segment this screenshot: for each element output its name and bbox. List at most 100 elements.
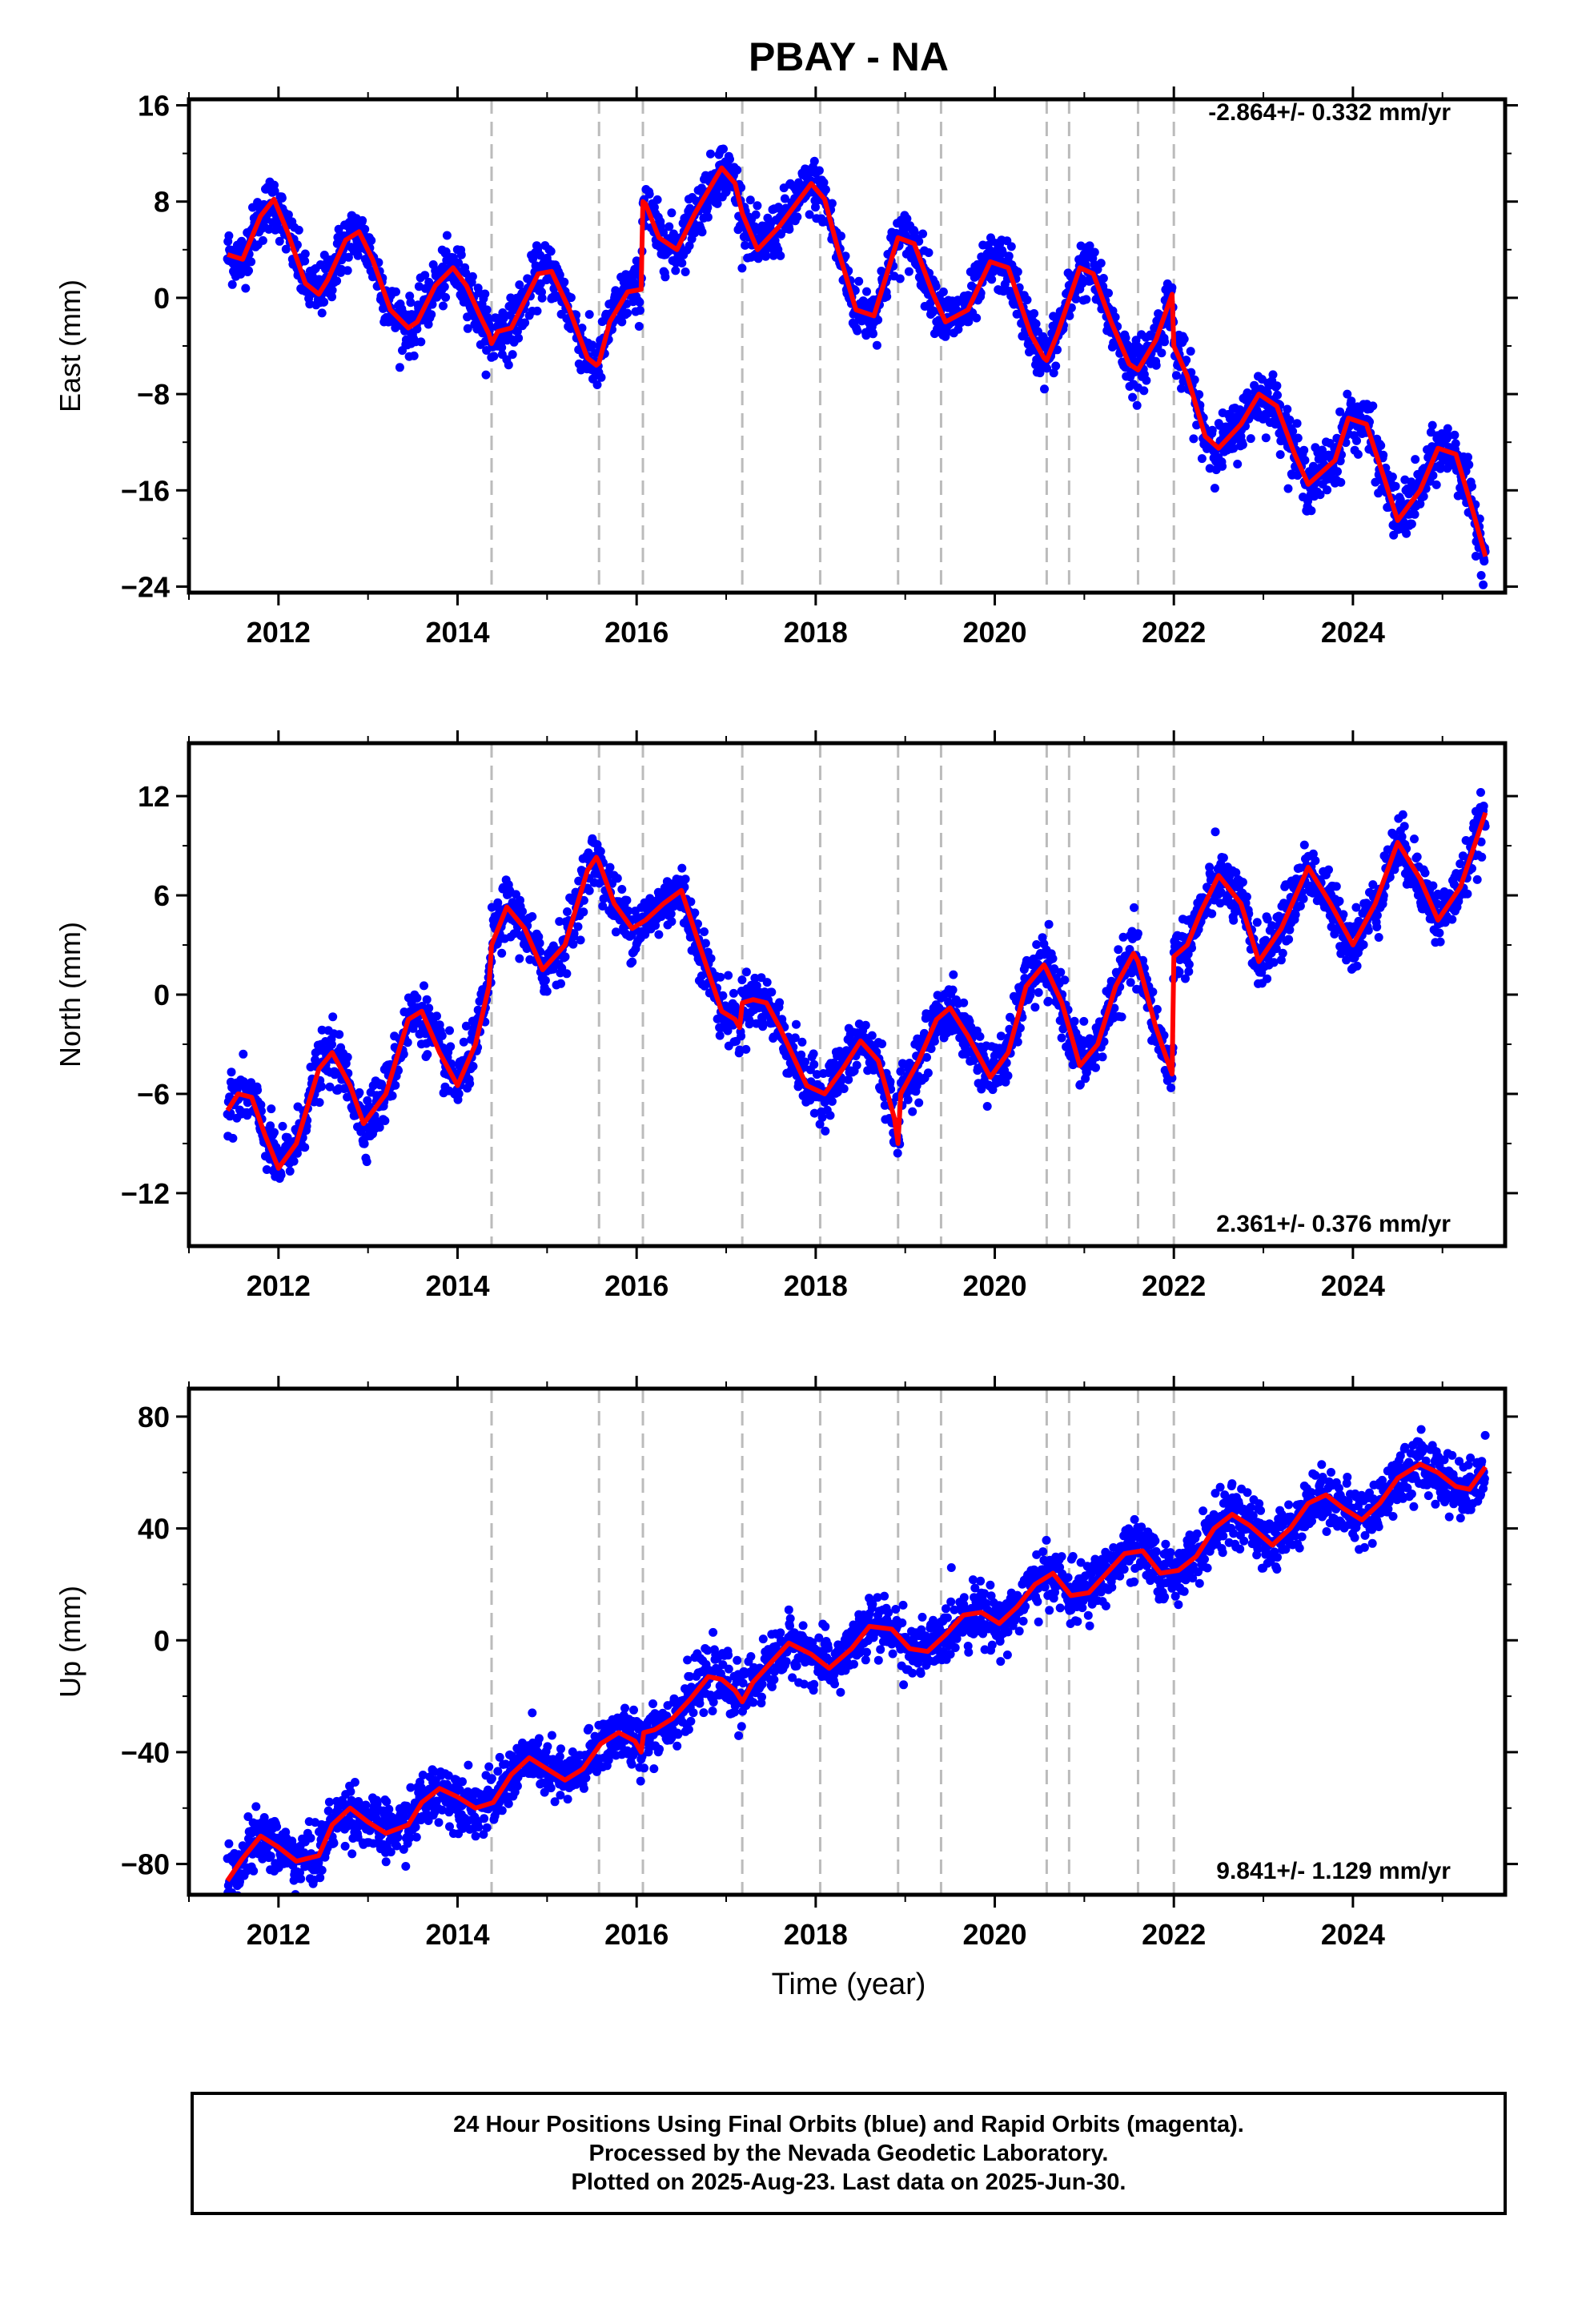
- data-point: [1121, 333, 1130, 343]
- data-point: [987, 275, 997, 284]
- data-point: [468, 271, 477, 281]
- data-point: [733, 165, 742, 175]
- data-point: [785, 224, 794, 234]
- data-point: [758, 1019, 768, 1028]
- data-point: [805, 210, 814, 219]
- data-point: [332, 276, 342, 286]
- data-point: [1174, 967, 1184, 977]
- data-point: [1419, 492, 1428, 501]
- data-point: [877, 1039, 887, 1048]
- data-point: [1044, 996, 1053, 1006]
- data-point: [1142, 376, 1151, 385]
- data-point: [1269, 958, 1279, 967]
- data-point: [1299, 894, 1308, 903]
- data-point: [1148, 987, 1158, 997]
- data-point: [508, 350, 517, 360]
- data-point: [762, 978, 772, 987]
- data-point: [1056, 967, 1066, 977]
- data-point: [568, 939, 578, 949]
- data-point: [741, 967, 751, 977]
- data-point: [1096, 259, 1106, 268]
- data-point: [1075, 1080, 1085, 1089]
- data-point: [1177, 384, 1186, 393]
- y-tick-label: −24: [121, 570, 170, 603]
- data-point: [659, 227, 668, 237]
- data-point: [1268, 370, 1278, 380]
- data-point: [1252, 918, 1262, 927]
- data-point: [1197, 454, 1207, 464]
- data-point: [540, 975, 550, 985]
- data-point: [929, 306, 938, 316]
- data-point: [275, 236, 284, 246]
- data-point: [924, 248, 934, 257]
- data-point: [1292, 419, 1302, 428]
- data-point: [566, 293, 576, 303]
- data-point: [666, 909, 676, 919]
- data-point: [1376, 440, 1386, 450]
- data-point: [895, 274, 905, 283]
- data-point: [827, 1096, 837, 1106]
- data-point: [317, 1025, 327, 1035]
- data-point: [661, 272, 670, 282]
- data-point: [635, 297, 644, 307]
- data-point: [1082, 295, 1091, 304]
- data-point: [1207, 425, 1217, 435]
- data-point: [751, 210, 761, 219]
- data-point: [281, 244, 291, 254]
- data-point: [405, 292, 415, 301]
- data-point: [1051, 361, 1061, 371]
- x-tick-label: 2012: [247, 616, 311, 649]
- data-point: [1263, 915, 1272, 924]
- data-point: [1044, 919, 1054, 929]
- data-point: [1151, 360, 1161, 370]
- data-point: [1219, 853, 1228, 862]
- data-point: [315, 1098, 324, 1108]
- data-point: [1335, 407, 1345, 416]
- data-point: [725, 155, 734, 164]
- data-point: [972, 313, 982, 323]
- data-point: [1233, 460, 1243, 468]
- data-point: [592, 380, 602, 389]
- data-point: [360, 224, 370, 234]
- data-point: [328, 1012, 338, 1022]
- data-point: [652, 195, 662, 204]
- data-point: [922, 1052, 931, 1062]
- data-point: [1182, 356, 1191, 365]
- data-point: [877, 267, 886, 275]
- data-point: [677, 863, 687, 873]
- data-point: [1476, 571, 1486, 580]
- data-point: [481, 370, 491, 380]
- data-point: [440, 282, 449, 292]
- data-point: [1006, 242, 1016, 251]
- data-point: [416, 337, 426, 347]
- data-point: [1186, 347, 1195, 356]
- data-point: [1387, 472, 1397, 481]
- data-point: [224, 231, 234, 240]
- data-point: [1368, 401, 1378, 411]
- data-point: [319, 297, 329, 307]
- data-point: [1195, 390, 1204, 400]
- data-point: [465, 1079, 475, 1088]
- data-point: [1098, 274, 1108, 283]
- data-point: [576, 935, 585, 945]
- data-point: [1464, 452, 1472, 462]
- data-point: [1050, 964, 1059, 974]
- data-point: [1283, 484, 1293, 493]
- velocity-label: -2.864+/- 0.332 mm/yr: [1208, 99, 1451, 126]
- data-point: [1053, 345, 1062, 355]
- data-point: [859, 297, 869, 307]
- data-point: [482, 305, 492, 315]
- data-point: [677, 259, 687, 267]
- data-point: [1216, 888, 1226, 897]
- data-point: [623, 308, 632, 318]
- data-point: [715, 1031, 725, 1040]
- data-point: [266, 1121, 275, 1131]
- data-point: [536, 251, 545, 260]
- data-point: [1030, 1003, 1040, 1012]
- data-point: [508, 898, 517, 907]
- data-point: [914, 1098, 924, 1108]
- data-point: [244, 266, 253, 275]
